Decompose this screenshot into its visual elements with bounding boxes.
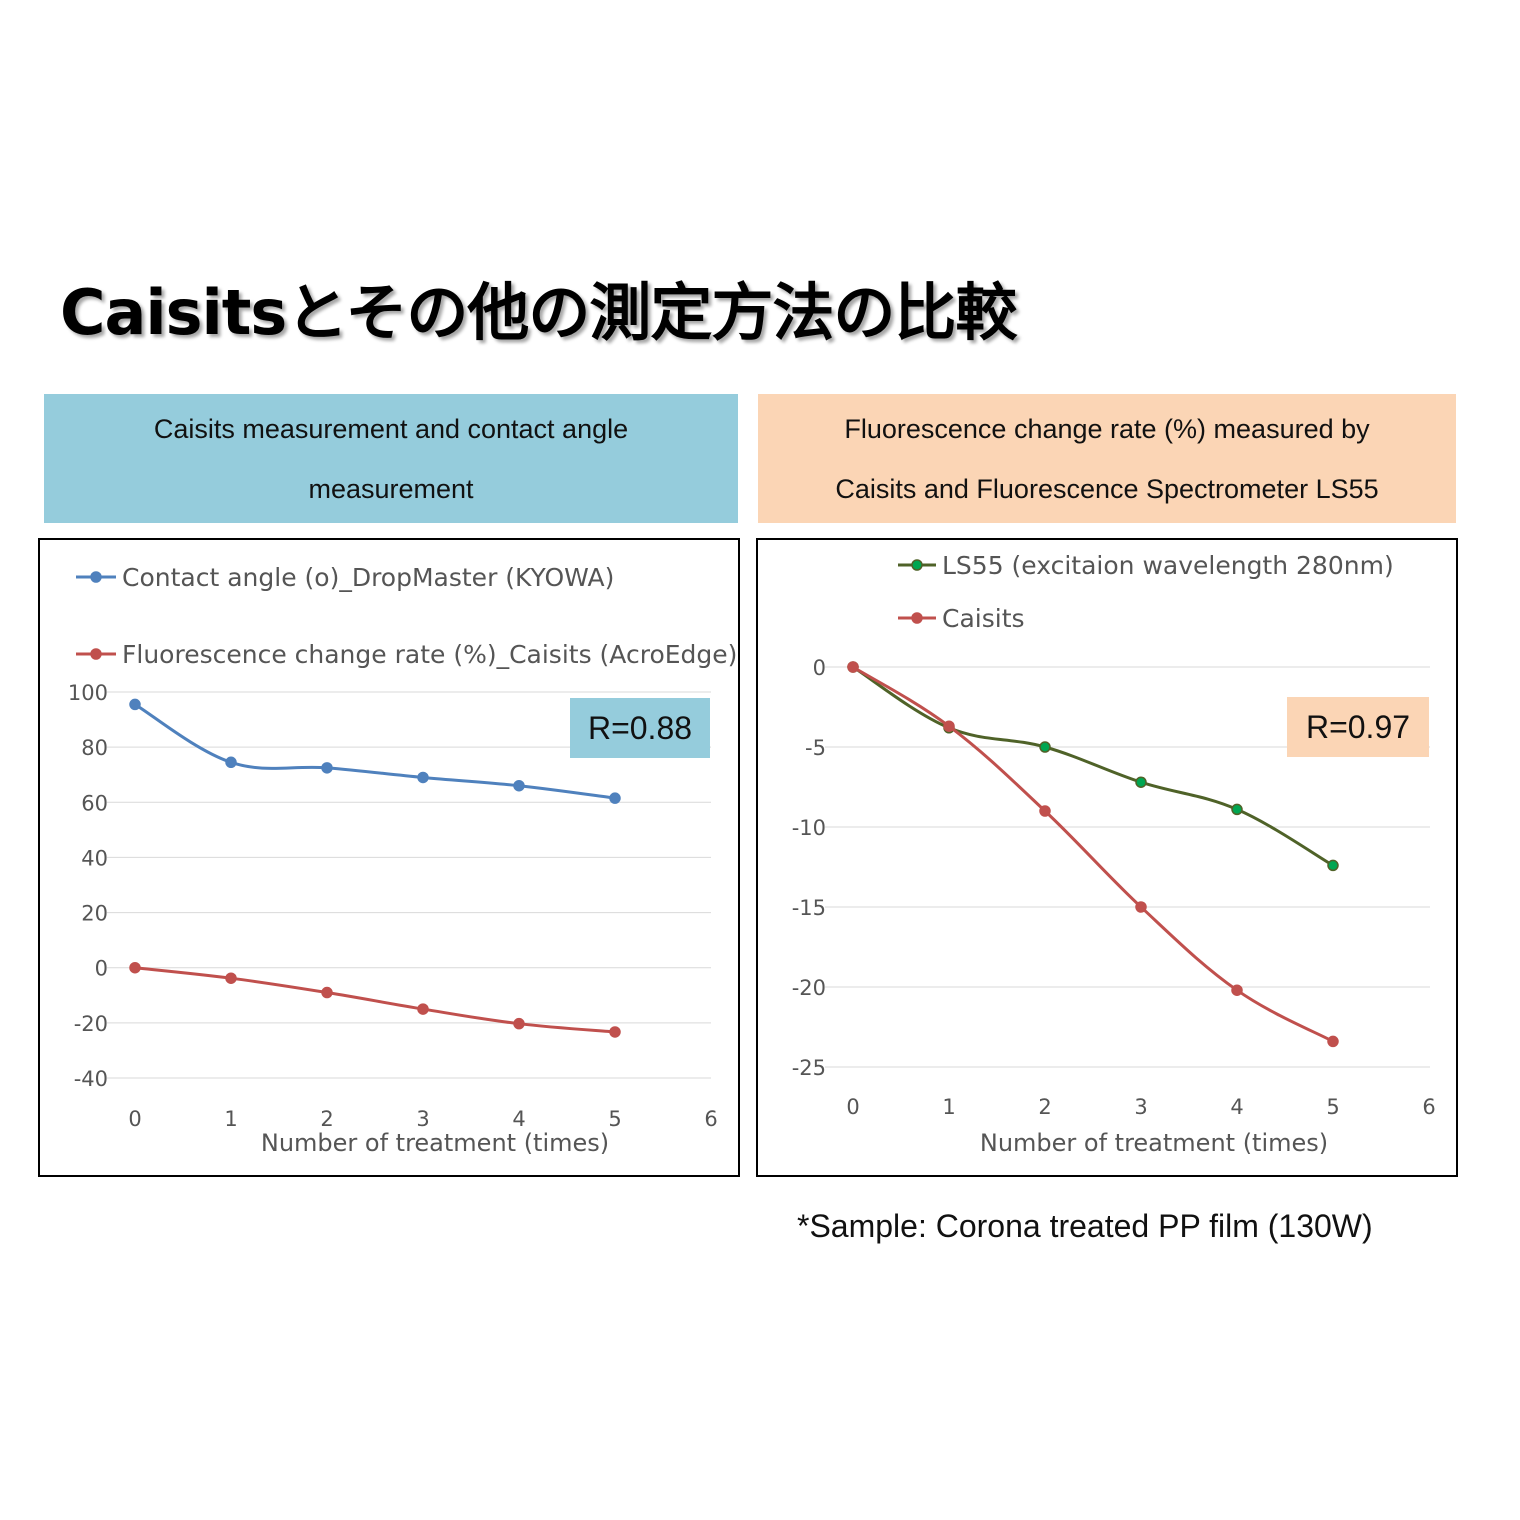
chart-1-ytick-label: 40 — [81, 846, 108, 870]
chart-2-ytick-label: -15 — [792, 896, 826, 920]
chart-2-series-2-point — [1039, 805, 1051, 817]
chart-2-series-2-point — [1327, 1035, 1339, 1048]
chart-1-xtick-label: 1 — [224, 1107, 237, 1131]
chart-1-series-1-point — [417, 771, 429, 784]
chart-2-series-2-point — [1135, 901, 1147, 913]
left-chart-header: Caisits measurement and contact angle me… — [44, 394, 738, 523]
chart-1-ytick-label: 80 — [81, 736, 108, 760]
chart-1-ytick-label: 20 — [81, 902, 108, 926]
chart-1-series-2-point — [513, 1017, 525, 1030]
right-chart-frame — [756, 538, 1458, 1177]
chart-2-xtick-label: 6 — [1422, 1095, 1435, 1119]
chart-2-xtick-label: 3 — [1134, 1095, 1147, 1119]
chart-2-series-1-point — [1327, 859, 1339, 872]
chart-2-series-2-point — [847, 661, 859, 673]
chart-1-series-2-point — [609, 1026, 621, 1038]
chart-2-legend-swatch-marker — [911, 559, 923, 571]
chart-2-series-1-point — [1039, 741, 1051, 753]
chart-1-xtick-label: 4 — [512, 1107, 525, 1131]
left-correlation-badge: R=0.88 — [570, 698, 710, 758]
chart-1-series-2-line — [134, 966, 616, 1034]
chart-1-xtick-label: 6 — [704, 1107, 717, 1131]
chart-1-ytick-label: -20 — [74, 1012, 108, 1036]
sample-note: *Sample: Corona treated PP film (130W) — [797, 1208, 1373, 1244]
chart-2-series-2-line — [852, 665, 1334, 1043]
chart-1-series-2-point — [225, 972, 237, 984]
chart-2-legend-swatch-marker — [911, 612, 923, 624]
chart-2-ytick-label: 0 — [813, 656, 826, 680]
chart-1-series-2-point — [321, 986, 333, 999]
chart-1-legend-label: Contact angle (o)_DropMaster (KYOWA) — [122, 563, 614, 592]
chart-2-x-axis-title: Number of treatment (times) — [980, 1129, 1328, 1157]
chart-2-legend-label: LS55 (excitaion wavelength 280nm) — [942, 551, 1394, 580]
chart-2-ytick-label: -20 — [792, 976, 826, 1000]
chart-1-series-2-point — [417, 1003, 429, 1015]
chart-1-legend-swatch-marker — [90, 648, 102, 660]
chart-2-ytick-label: -10 — [792, 816, 826, 840]
chart-2-series-1-line — [852, 665, 1334, 867]
chart-2-series-1-point — [1135, 776, 1147, 788]
chart-2-xtick-label: 5 — [1326, 1095, 1339, 1119]
chart-2-xtick-label: 2 — [1038, 1095, 1051, 1119]
right-header-line-1: Fluorescence change rate (%) measured by — [844, 413, 1370, 444]
chart-2-xtick-label: 1 — [942, 1095, 955, 1119]
page-title: Caisitsとその他の測定方法の比較 — [60, 276, 1017, 349]
right-correlation-badge: R=0.97 — [1287, 697, 1429, 757]
chart-1-ytick-label: -40 — [74, 1067, 108, 1091]
chart-1-legend-label: Fluorescence change rate (%)_Caisits (Ac… — [122, 640, 737, 669]
left-header-line-2: measurement — [308, 473, 474, 504]
chart-2-legend-label: Caisits — [942, 604, 1025, 633]
chart-1-ytick-label: 0 — [95, 957, 108, 981]
chart-1-series-1-point — [129, 698, 141, 711]
chart-1-series-1-point — [609, 792, 621, 804]
chart-2: -25 -20 -15 -10 -5 0 0 1 2 3 4 5 6 Number of treatmen… — [792, 551, 1436, 1157]
chart-1-series-1-point — [321, 762, 333, 774]
right-chart-header: Fluorescence change rate (%) measured by… — [758, 394, 1456, 523]
chart-1-series-1-point — [225, 756, 237, 769]
chart-2-ytick-label: -25 — [792, 1056, 826, 1080]
chart-1-legend-swatch-marker — [90, 571, 102, 583]
chart-1-xtick-label: 2 — [320, 1107, 333, 1131]
chart-1-ytick-label: 60 — [81, 791, 108, 815]
left-header-line-1: Caisits measurement and contact angle — [153, 413, 629, 444]
chart-2-xtick-label: 0 — [846, 1095, 859, 1119]
chart-1-series-1-point — [513, 779, 525, 792]
chart-1-ytick-label: 100 — [68, 681, 108, 705]
chart-2-series-2-point — [943, 720, 955, 732]
chart-1: -40 -20 0 20 40 60 80 100 0 1 2 3 4 5 6 Number of treat… — [68, 563, 738, 1157]
chart-1-x-axis-title: Number of treatment (times) — [261, 1129, 609, 1157]
chart-2-xtick-label: 4 — [1230, 1095, 1243, 1119]
chart-1-series-1-line — [134, 703, 616, 800]
chart-2-ytick-label: -5 — [805, 736, 826, 760]
chart-1-xtick-label: 0 — [128, 1107, 141, 1131]
right-header-line-2: Caisits and Fluorescence Spectrometer LS… — [835, 473, 1379, 504]
chart-2-series-1-point — [1231, 803, 1243, 816]
chart-1-xtick-label: 3 — [416, 1107, 429, 1131]
chart-2-series-2-point — [1231, 984, 1243, 996]
chart-1-xtick-label: 5 — [608, 1107, 621, 1131]
chart-1-series-2-point — [129, 961, 141, 974]
